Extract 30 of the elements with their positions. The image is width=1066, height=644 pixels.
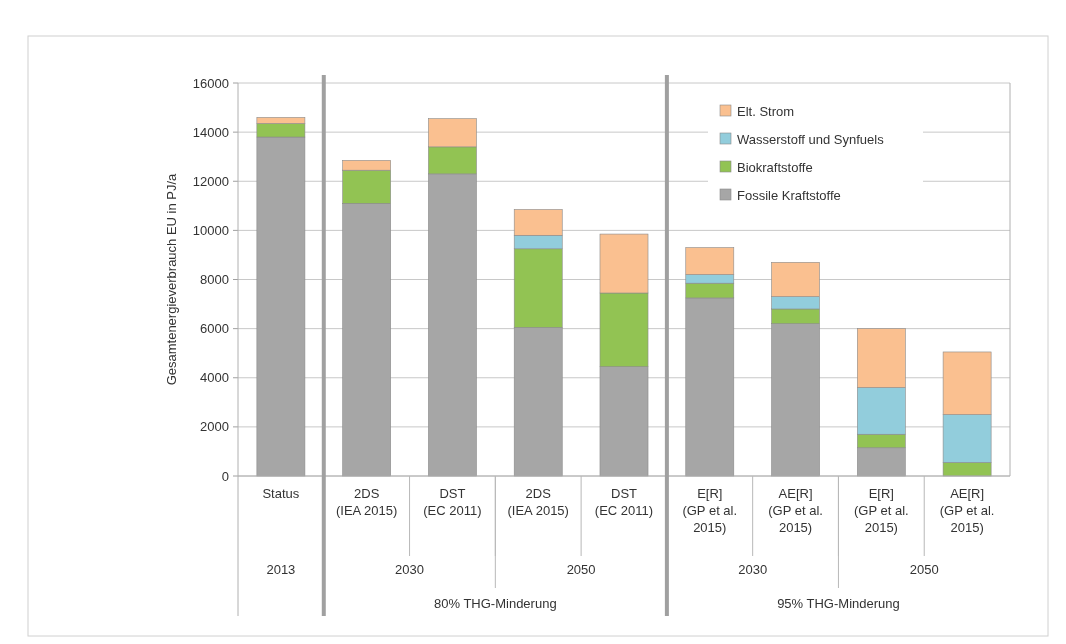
y-tick-label: 16000	[192, 75, 229, 91]
x-tick-label: Status	[262, 486, 300, 501]
x-tick-label: 2DS (IEA 2015)	[335, 486, 398, 518]
x-tick-label: E[R] (GP et al. 2015)	[682, 486, 738, 535]
text: 2050	[909, 562, 939, 577]
x-tick-label: AE[R] (GP et al. 2015)	[768, 486, 823, 535]
legend-label: Elt. Strom	[737, 103, 795, 119]
text: 2013	[266, 562, 296, 577]
legend-label: Wasserstoff und Synfuels	[737, 131, 885, 147]
text: 2050	[566, 562, 596, 577]
text: 95% THG-Minderung	[777, 596, 900, 611]
y-axis-title: Gesamtenergieverbrauch EU in PJ/a	[164, 172, 179, 386]
text: 2030	[738, 562, 768, 577]
legend-label: Fossile Kraftstoffe	[737, 187, 841, 203]
y-tick-label: 8000	[200, 272, 229, 288]
x-tick-label: E[R] (GP et al. 2015)	[853, 486, 909, 535]
y-tick-label: 0	[221, 468, 229, 484]
legend-label: Biokraftstoffe	[737, 159, 813, 175]
x-tick-label: AE[R] (GP et al. 2015)	[939, 486, 995, 535]
y-tick-label: 6000	[200, 321, 229, 337]
y-tick-label: 10000	[192, 222, 229, 238]
y-tick-label: 12000	[192, 173, 229, 189]
x-tick-label: DST (EC 2011)	[423, 486, 482, 518]
x-tick-label: 2DS (IEA 2015)	[507, 486, 569, 518]
text: 2030	[395, 562, 425, 577]
x-tick-label: DST (EC 2011)	[594, 486, 654, 518]
y-tick-label: 4000	[200, 370, 229, 386]
y-tick-label: 14000	[192, 124, 229, 140]
text: 80% THG-Minderung	[434, 596, 557, 611]
y-tick-label: 2000	[200, 419, 229, 435]
